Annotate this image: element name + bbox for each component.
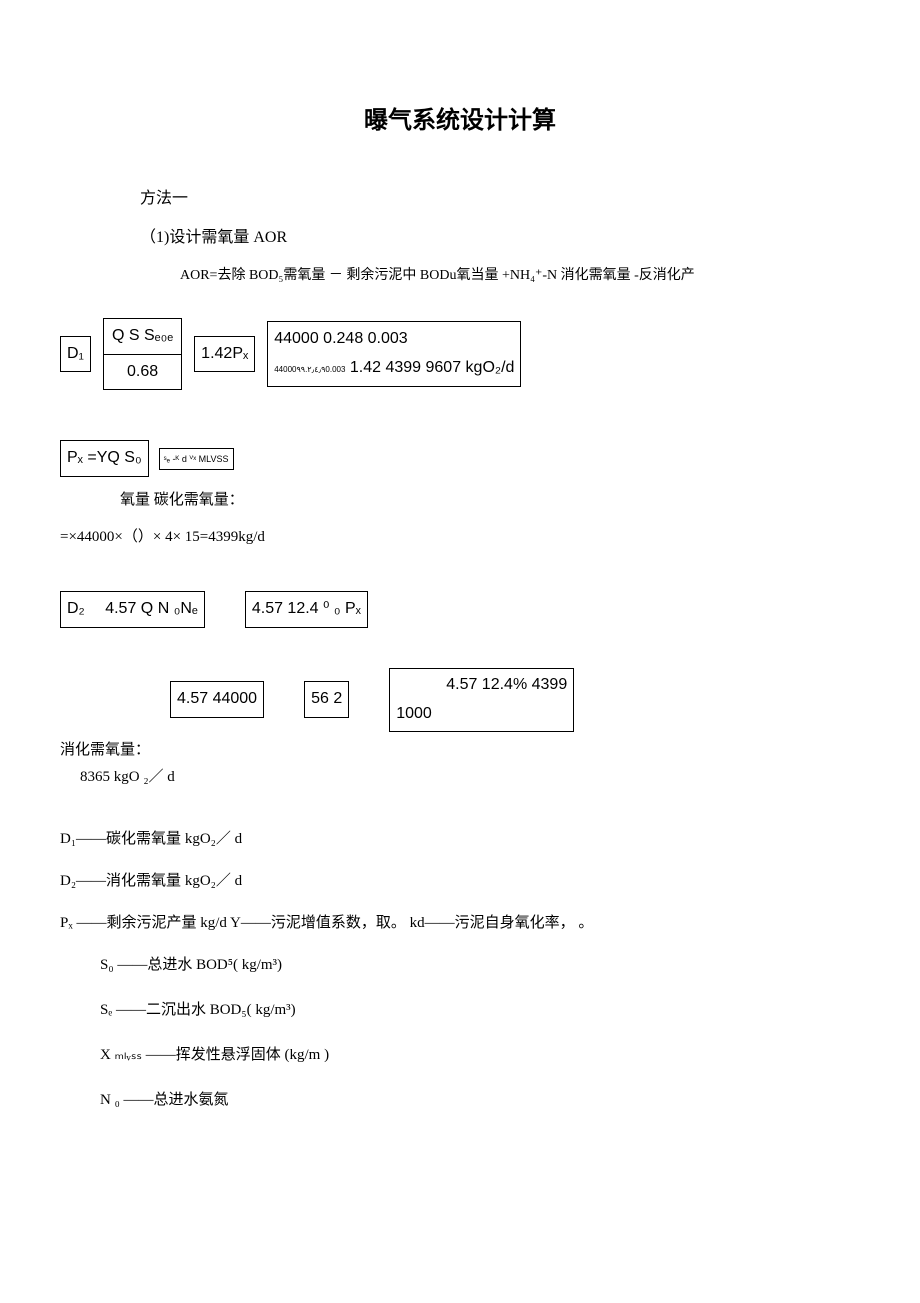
d1-denominator: 0.68 — [104, 355, 181, 390]
d2-calc-box2: 56 2 — [304, 681, 349, 718]
d2-right-box: 4.57 12.4 ⁰ ₀ Pₓ — [245, 591, 368, 628]
formula-d2-calc-row: 4.57 44000 56 2 4.57 12.4% 4399 1000 — [170, 668, 860, 732]
def-s0: S₀ ——总进水 BOD⁵( kg/m³) — [100, 952, 860, 979]
formula-d1-row: D₁ Q S Sₑ₀ₑ 0.68 1.42Pₓ 44000 0.248 0.00… — [60, 318, 860, 391]
def-se: Sₑ ——二沉出水 BOD₅( kg/m³) — [100, 997, 860, 1024]
d2-calc-box1: 4.57 44000 — [170, 681, 264, 718]
px-exponent-box: ˢₑ -ᴷ d ⱽˣ MLVSS — [159, 448, 234, 470]
d1-result-box: 44000 0.248 0.003 44000٩٩.٢٫٤٫٩0.003 1.4… — [267, 321, 521, 387]
def-xmlvss: X ₘₗᵥₛₛ ——挥发性悬浮固体 (kg/m ) — [100, 1042, 860, 1069]
page-title: 曝气系统设计计算 — [60, 100, 860, 135]
def-d2: D₂——消化需氧量 kgO₂／ d — [60, 868, 860, 895]
d2-calc-box3: 4.57 12.4% 4399 1000 — [389, 668, 574, 732]
def-d1: D₁——碳化需氧量 kgO₂／ d — [60, 826, 860, 853]
d1-fraction-box: Q S Sₑ₀ₑ 0.68 — [103, 318, 182, 391]
method-label: 方法一 — [140, 185, 860, 214]
oxygen-carbon-label: 氧量 碳化需氧量： — [120, 487, 860, 514]
def-px: Pₓ ——剩余污泥产量 kg/d Y——污泥增值系数，取。 kd——污泥自身氧化… — [60, 910, 860, 937]
formula-px-row: Pₓ =YQ S₀ ˢₑ -ᴷ d ⱽˣ MLVSS — [60, 440, 860, 477]
aor-definition: AOR=去除 BOD₅需氧量 － 剩余污泥中 BODu氧当量 +NH₄⁺-N 消… — [180, 263, 860, 288]
formula-d2-row: D₂ 4.57 Q N ₀Nₑ 4.57 12.4 ⁰ ₀ Pₓ — [60, 591, 860, 628]
d1-label-box: D₁ — [60, 336, 91, 373]
d2-calc-box3-bottom: 1000 — [396, 700, 567, 729]
d1-result-tiny: 44000٩٩.٢٫٤٫٩0.003 — [274, 365, 345, 374]
digest-label: 消化需氧量： — [60, 737, 860, 764]
d2-left-box: D₂ 4.57 Q N ₀Nₑ — [60, 591, 205, 628]
d1-term2-box: 1.42Pₓ — [194, 336, 255, 373]
d1-result-top: 44000 0.248 0.003 — [274, 325, 514, 354]
digest-value: 8365 kgO ₂／ d — [80, 764, 860, 791]
section-1-label: （1)设计需氧量 AOR — [140, 224, 860, 253]
px-formula-box: Pₓ =YQ S₀ — [60, 440, 149, 477]
d2-calc-box3-top: 4.57 12.4% 4399 — [396, 671, 567, 700]
d1-result-main: 1.42 4399 9607 kgO₂/d — [350, 359, 515, 376]
d1-numerator: Q S Sₑ₀ₑ — [104, 319, 181, 355]
def-n0: N ₀ ——总进水氨氮 — [100, 1087, 860, 1114]
calc1-text: =×44000×（）× 4× 15=4399kg/d — [60, 524, 860, 551]
